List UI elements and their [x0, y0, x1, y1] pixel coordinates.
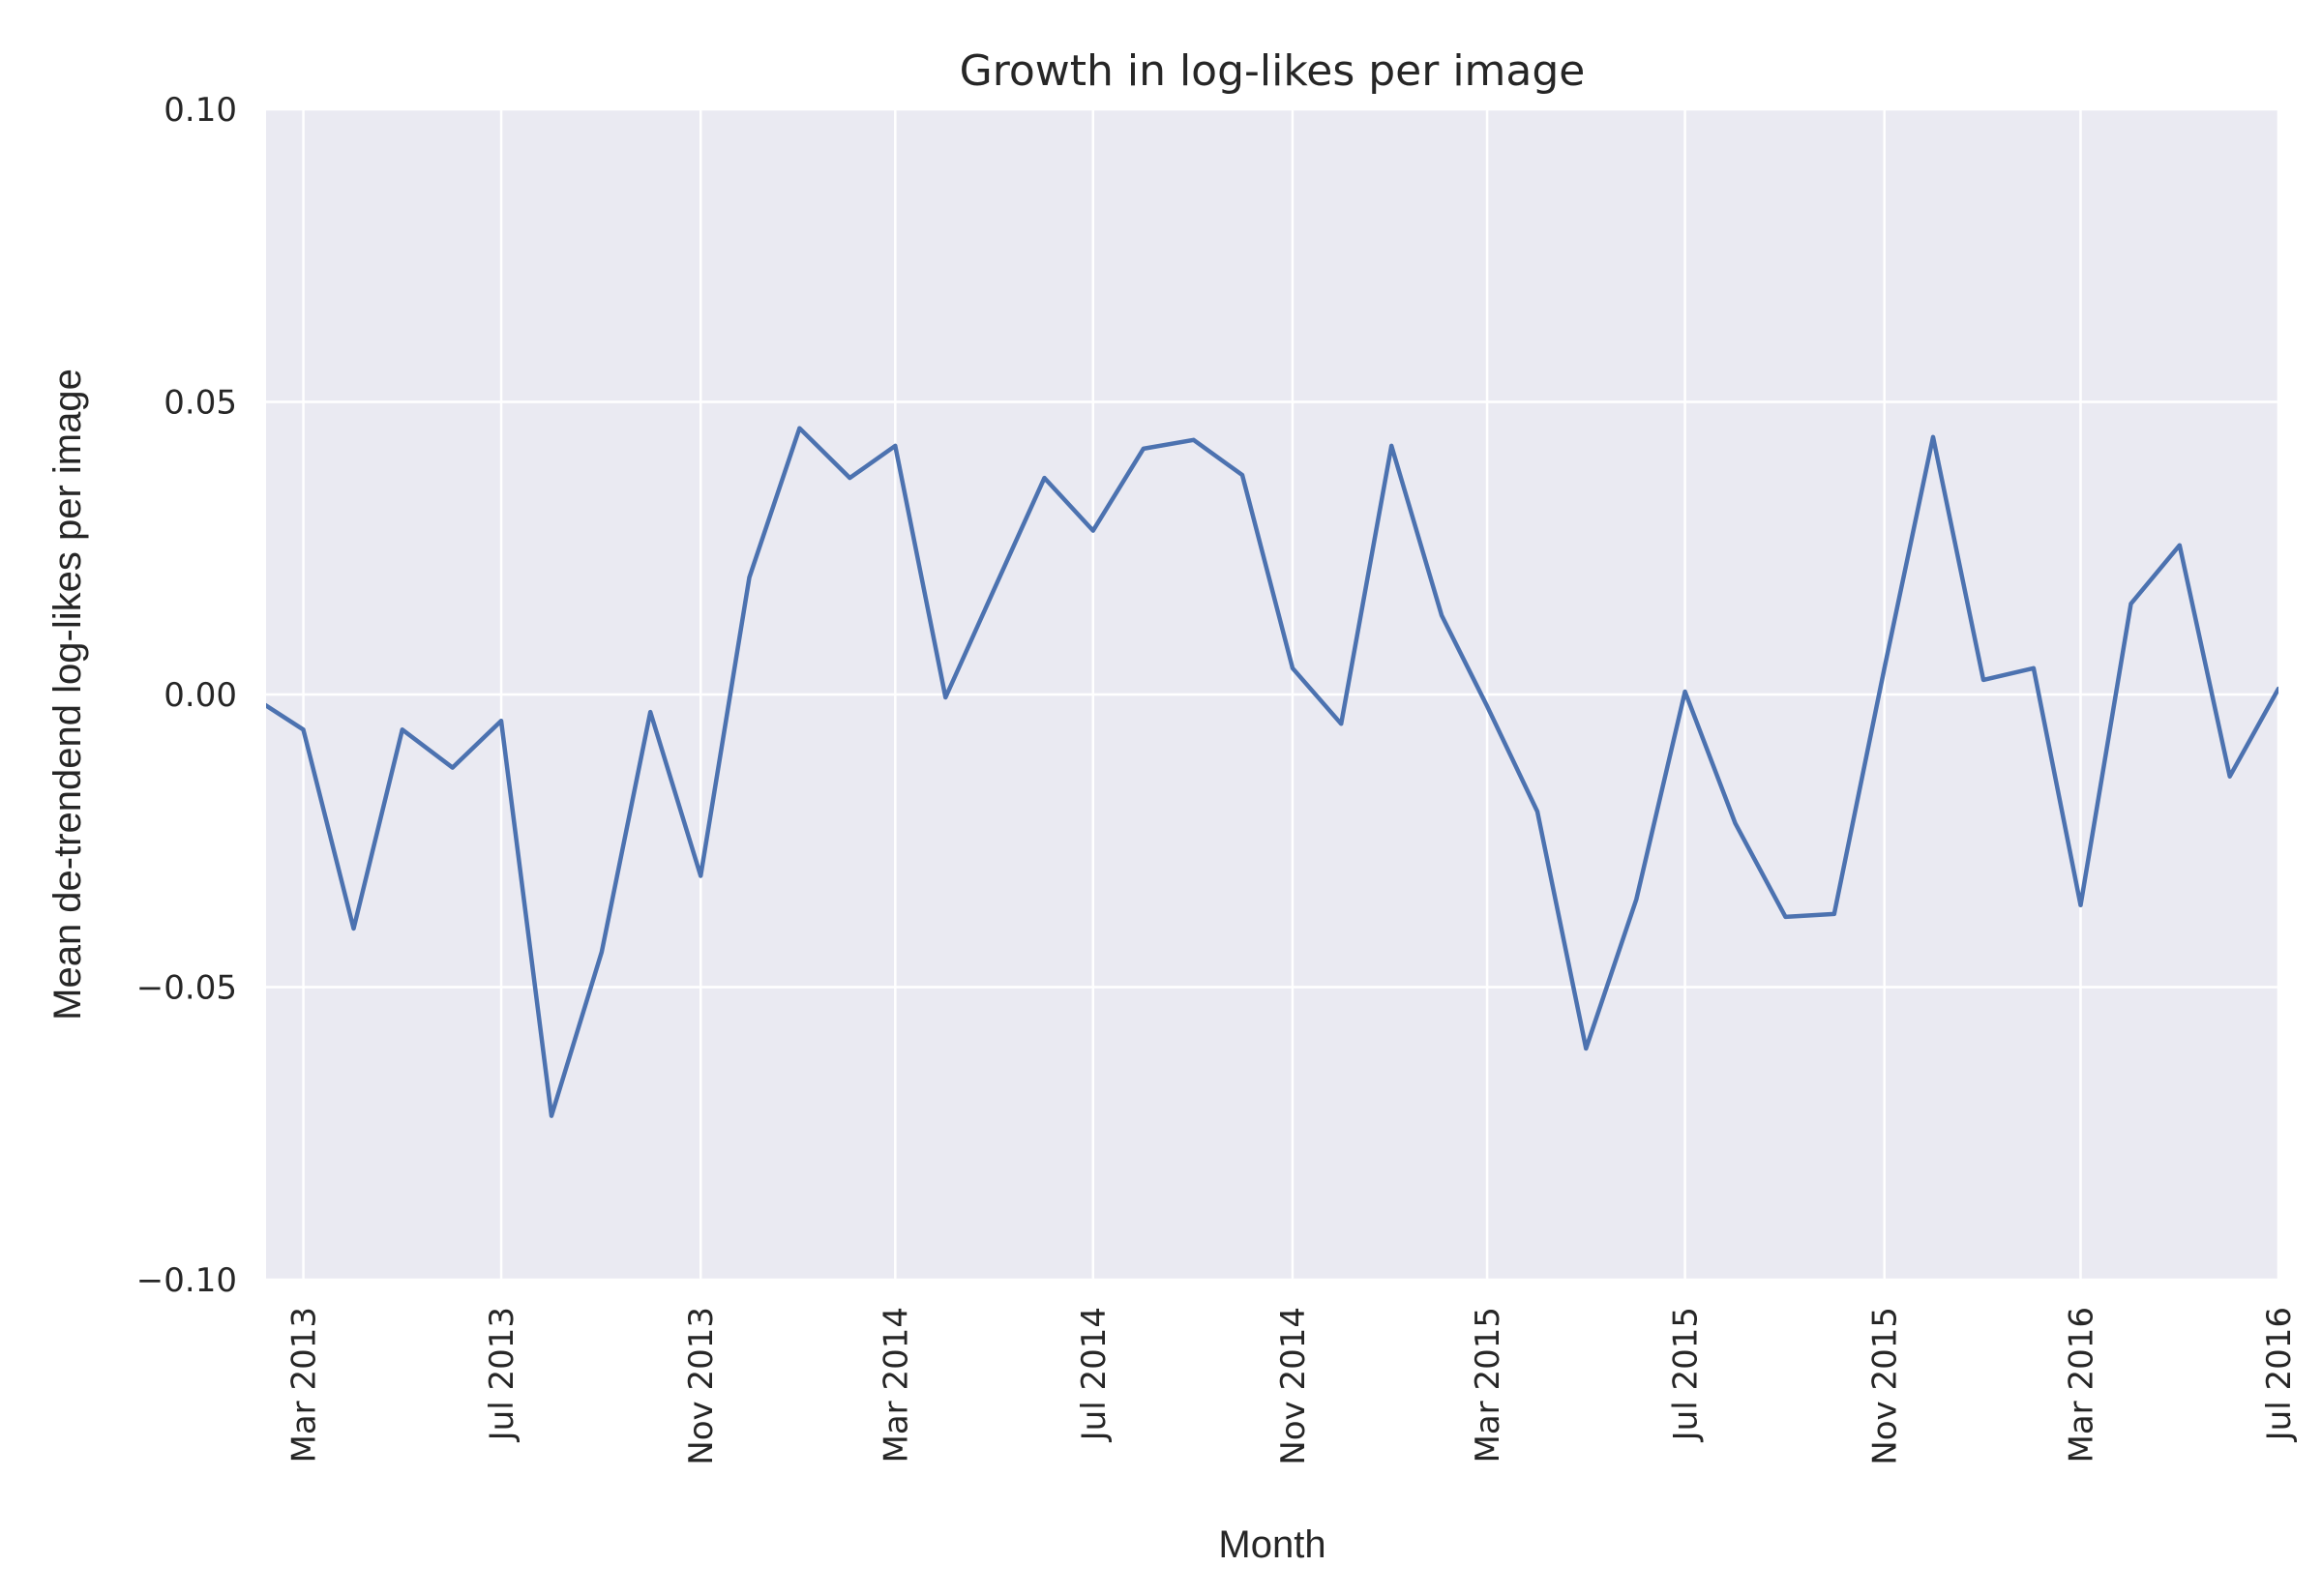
x-tick-label: Mar 2013 [285, 1307, 324, 1463]
y-axis-title: Mean de-trendend log-likes per image [46, 369, 89, 1020]
x-tick-labels: Mar 2013 Jul 2013 Nov 2013 Mar 2014 Jul 2014… [285, 1307, 2299, 1465]
x-tick-label: Nov 2015 [1866, 1307, 1905, 1465]
x-tick-label: Jul 2014 [1075, 1307, 1114, 1442]
x-tick-label: Mar 2014 [877, 1307, 915, 1463]
x-tick-label: Jul 2016 [2260, 1307, 2299, 1442]
x-tick-label: Mar 2016 [2063, 1307, 2101, 1463]
gridlines [266, 107, 2280, 1282]
x-tick-label: Jul 2015 [1667, 1307, 1706, 1442]
chart-title: Growth in log-likes per image [960, 46, 1586, 96]
y-tick-label: −0.05 [136, 969, 237, 1008]
y-tick-labels: 0.10 0.05 0.00 −0.05 −0.10 [136, 91, 237, 1300]
x-tick-label: Nov 2014 [1274, 1307, 1313, 1465]
series-layer [266, 426, 2278, 1118]
y-tick-label: 0.00 [164, 676, 237, 715]
y-tick-label: 0.05 [164, 384, 237, 423]
y-tick-label: 0.10 [164, 91, 237, 130]
x-tick-label: Jul 2013 [483, 1307, 521, 1442]
x-tick-label: Mar 2015 [1469, 1307, 1507, 1463]
x-axis-title: Month [1218, 1523, 1325, 1566]
y-tick-label: −0.10 [136, 1261, 237, 1300]
series-line [266, 426, 2278, 1118]
x-tick-label: Nov 2013 [682, 1307, 721, 1465]
